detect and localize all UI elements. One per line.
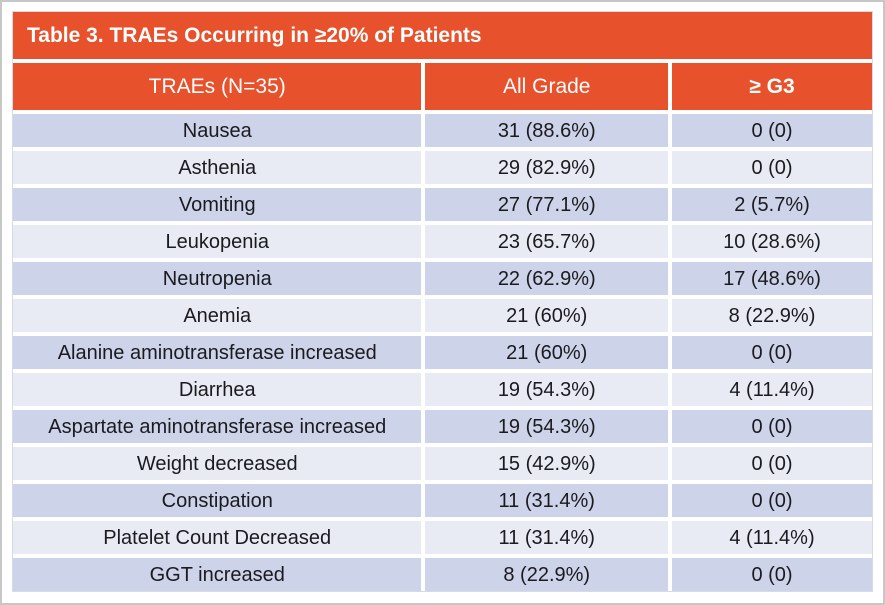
all-grade-cell: 29 (82.9%)	[425, 151, 668, 184]
column-header-traes: TRAEs (N=35)	[13, 63, 422, 110]
trae-name-cell: Platelet Count Decreased	[13, 521, 422, 554]
g3-cell: 0 (0)	[672, 410, 872, 443]
table-title: Table 3. TRAEs Occurring in ≥20% of Pati…	[13, 12, 872, 59]
all-grade-cell: 8 (22.9%)	[425, 558, 668, 591]
trae-name-cell: Leukopenia	[13, 225, 422, 258]
g3-cell: 17 (48.6%)	[672, 262, 872, 295]
traes-table: Table 3. TRAEs Occurring in ≥20% of Pati…	[12, 11, 873, 592]
all-grade-cell: 31 (88.6%)	[425, 114, 668, 147]
trae-name-cell: Asthenia	[13, 151, 422, 184]
all-grade-cell: 11 (31.4%)	[425, 521, 668, 554]
table-grid: TRAEs (N=35) All Grade ≥ G3 Nausea 31 (88…	[13, 63, 872, 591]
g3-cell: 0 (0)	[672, 336, 872, 369]
all-grade-cell: 21 (60%)	[425, 336, 668, 369]
all-grade-cell: 22 (62.9%)	[425, 262, 668, 295]
g3-cell: 0 (0)	[672, 447, 872, 480]
all-grade-cell: 15 (42.9%)	[425, 447, 668, 480]
trae-name-cell: Nausea	[13, 114, 422, 147]
column-header-all-grade: All Grade	[425, 63, 668, 110]
trae-name-cell: GGT increased	[13, 558, 422, 591]
trae-name-cell: Alanine aminotransferase increased	[13, 336, 422, 369]
g3-cell: 2 (5.7%)	[672, 188, 872, 221]
all-grade-cell: 23 (65.7%)	[425, 225, 668, 258]
all-grade-cell: 19 (54.3%)	[425, 410, 668, 443]
g3-cell: 4 (11.4%)	[672, 373, 872, 406]
trae-name-cell: Anemia	[13, 299, 422, 332]
all-grade-cell: 21 (60%)	[425, 299, 668, 332]
g3-cell: 0 (0)	[672, 114, 872, 147]
g3-cell: 0 (0)	[672, 151, 872, 184]
g3-cell: 10 (28.6%)	[672, 225, 872, 258]
all-grade-cell: 19 (54.3%)	[425, 373, 668, 406]
g3-cell: 4 (11.4%)	[672, 521, 872, 554]
trae-name-cell: Constipation	[13, 484, 422, 517]
g3-cell: 0 (0)	[672, 558, 872, 591]
g3-cell: 8 (22.9%)	[672, 299, 872, 332]
trae-name-cell: Neutropenia	[13, 262, 422, 295]
g3-cell: 0 (0)	[672, 484, 872, 517]
all-grade-cell: 27 (77.1%)	[425, 188, 668, 221]
column-header-g3: ≥ G3	[672, 63, 872, 110]
all-grade-cell: 11 (31.4%)	[425, 484, 668, 517]
trae-name-cell: Diarrhea	[13, 373, 422, 406]
trae-name-cell: Vomiting	[13, 188, 422, 221]
trae-name-cell: Aspartate aminotransferase increased	[13, 410, 422, 443]
trae-name-cell: Weight decreased	[13, 447, 422, 480]
